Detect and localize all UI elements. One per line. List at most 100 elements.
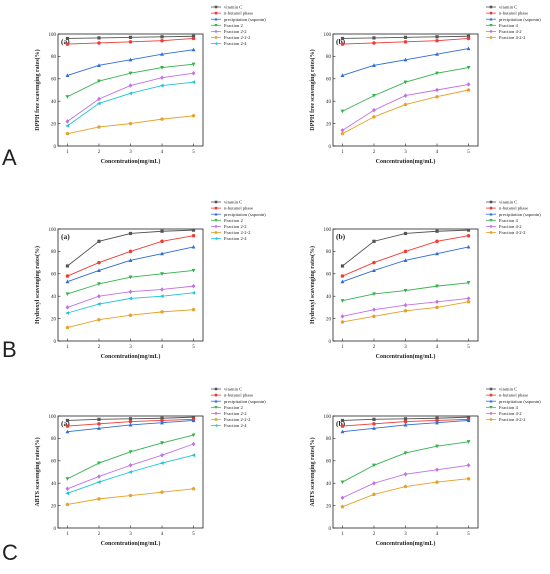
y-tick-label: 20 <box>326 122 332 127</box>
data-point <box>97 293 101 299</box>
data-point <box>128 249 133 254</box>
legend-label: Fraction 2-2 <box>224 29 247 34</box>
y-tick-label: 80 <box>51 250 57 255</box>
panel-label: (a) <box>61 37 70 46</box>
legend-label: Fraction 2 <box>224 23 243 28</box>
y-tick-label: 60 <box>326 273 332 278</box>
series-line <box>342 464 469 499</box>
legend-marker <box>214 417 218 421</box>
data-point <box>435 418 439 423</box>
x-tick-label: 1 <box>66 345 69 350</box>
data-point <box>372 422 376 426</box>
data-point <box>372 63 376 67</box>
data-point <box>65 477 70 481</box>
legend-label: Fraction 2-4 <box>224 41 247 46</box>
data-point <box>372 268 376 273</box>
data-point <box>403 80 408 85</box>
x-tick-label: 4 <box>436 345 439 350</box>
data-point <box>97 422 101 426</box>
plot-frame <box>332 228 479 342</box>
data-point <box>65 279 70 284</box>
x-axis-title: Concentration(mg/mL) <box>101 353 161 360</box>
data-point <box>403 102 408 107</box>
data-point <box>340 36 345 41</box>
x-tick-label: 4 <box>436 532 439 537</box>
legend-label: Fraction 4-2-2 <box>499 35 526 40</box>
data-point <box>435 71 439 76</box>
data-point <box>128 71 133 76</box>
legend-label: precipitation (saponin) <box>224 17 266 22</box>
data-point <box>340 279 345 284</box>
data-point <box>65 311 70 315</box>
legend-marker <box>214 206 218 210</box>
data-point <box>340 504 345 509</box>
legend-label: Fraction 4-2 <box>499 411 522 416</box>
legend-label: vitamin C <box>499 387 517 392</box>
data-point <box>435 35 439 39</box>
data-point <box>128 417 133 421</box>
data-point <box>160 251 164 256</box>
legend-marker <box>489 35 493 39</box>
legend-marker <box>214 24 218 27</box>
data-point <box>466 228 471 232</box>
data-point <box>403 451 408 456</box>
data-point <box>403 302 408 308</box>
legend-marker <box>214 387 218 391</box>
series-n_butanol <box>65 36 196 46</box>
data-point <box>97 317 101 322</box>
data-point <box>466 418 471 423</box>
series-fraction2 <box>65 268 196 297</box>
series-vitamin_c <box>340 228 471 268</box>
data-point <box>97 474 101 479</box>
legend-label: Fraction 2-2-2 <box>224 230 251 235</box>
data-point <box>372 307 376 312</box>
x-tick-label: 2 <box>373 532 376 537</box>
legend-label: Fraction 4-2 <box>499 29 522 34</box>
y-tick-label: 20 <box>51 504 57 509</box>
x-tick-label: 5 <box>192 345 195 350</box>
legend-label: precipitation (saponin) <box>499 399 541 404</box>
data-point <box>403 57 408 62</box>
data-point <box>128 422 133 427</box>
series-n_butanol <box>65 417 196 428</box>
legend-label: Fraction 2 <box>224 218 243 223</box>
legend-label: precipitation (saponin) <box>499 17 541 22</box>
data-point <box>372 314 376 318</box>
data-point <box>340 480 345 485</box>
x-tick-label: 3 <box>404 532 407 537</box>
data-point <box>372 463 376 468</box>
series-precipitation <box>65 47 196 78</box>
series-vitamin_c <box>65 228 196 268</box>
data-point <box>191 47 196 52</box>
y-tick-label: 60 <box>326 78 332 83</box>
legend-marker <box>489 206 493 210</box>
data-point <box>191 62 196 67</box>
legend-label: Fraction 2-4 <box>224 236 247 241</box>
data-point <box>340 495 345 500</box>
legend-label: vitamin C <box>499 200 517 205</box>
data-point <box>160 75 164 80</box>
data-point <box>97 260 101 265</box>
y-tick-label: 100 <box>49 228 57 233</box>
legend-label: n-butanol phase <box>499 206 528 211</box>
data-point <box>340 424 345 428</box>
legend-marker <box>214 42 218 46</box>
data-point <box>160 52 164 56</box>
data-point <box>65 424 70 428</box>
data-point <box>403 419 408 424</box>
y-tick-label: 40 <box>51 482 57 487</box>
data-point <box>160 35 164 39</box>
data-point <box>403 417 408 421</box>
legend-marker <box>214 35 218 39</box>
data-point <box>466 36 471 41</box>
data-point <box>191 70 196 76</box>
y-tick-label: 60 <box>326 460 332 465</box>
series-line <box>67 285 194 308</box>
data-point <box>435 94 439 99</box>
data-point <box>128 121 133 126</box>
plot-frame <box>57 33 204 147</box>
data-point <box>160 66 164 70</box>
data-point <box>97 496 101 501</box>
data-point <box>128 419 133 424</box>
data-point <box>191 307 196 312</box>
